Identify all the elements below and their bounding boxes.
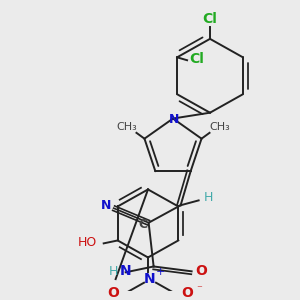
Text: N: N	[100, 199, 111, 212]
Text: N: N	[169, 113, 179, 126]
Text: CH₃: CH₃	[116, 122, 137, 132]
Text: +: +	[155, 267, 165, 277]
Text: C: C	[138, 218, 147, 231]
Text: O: O	[181, 286, 193, 300]
Text: O: O	[107, 286, 119, 300]
Text: N: N	[144, 272, 156, 286]
Text: CH₃: CH₃	[209, 122, 230, 132]
Text: ⁻: ⁻	[196, 284, 202, 295]
Text: HO: HO	[78, 236, 97, 249]
Text: H: H	[204, 191, 213, 204]
Text: H: H	[109, 265, 118, 278]
Text: Cl: Cl	[202, 12, 217, 26]
Text: Cl: Cl	[190, 52, 205, 66]
Text: N: N	[120, 264, 131, 278]
Text: O: O	[196, 264, 208, 278]
